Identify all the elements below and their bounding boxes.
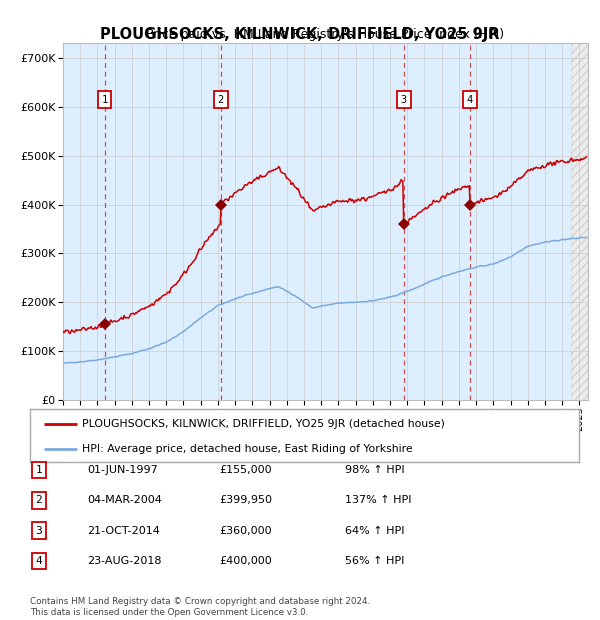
Text: 4: 4 [467,95,473,105]
Text: £399,950: £399,950 [219,495,272,505]
Text: 23-AUG-2018: 23-AUG-2018 [87,556,161,566]
Text: 98% ↑ HPI: 98% ↑ HPI [345,465,404,475]
Bar [63,43,104,400]
Text: HPI: Average price, detached house, East Riding of Yorkshire: HPI: Average price, detached house, East… [82,444,413,454]
Text: 64% ↑ HPI: 64% ↑ HPI [345,526,404,536]
Title: Price paid vs. HM Land Registry's House Price Index (HPI): Price paid vs. HM Land Registry's House … [146,28,505,41]
Text: 2: 2 [35,495,43,505]
Bar [404,43,470,400]
Text: £400,000: £400,000 [219,556,272,566]
Bar [104,43,221,400]
Text: 56% ↑ HPI: 56% ↑ HPI [345,556,404,566]
Text: £155,000: £155,000 [219,465,272,475]
Text: £360,000: £360,000 [219,526,272,536]
Text: PLOUGHSOCKS, KILNWICK, DRIFFIELD, YO25 9JR: PLOUGHSOCKS, KILNWICK, DRIFFIELD, YO25 9… [100,27,500,42]
Text: PLOUGHSOCKS, KILNWICK, DRIFFIELD, YO25 9JR (detached house): PLOUGHSOCKS, KILNWICK, DRIFFIELD, YO25 9… [82,419,445,429]
Text: 3: 3 [401,95,407,105]
Bar [221,43,404,400]
Text: 4: 4 [35,556,43,566]
Text: 1: 1 [35,465,43,475]
Bar [571,43,588,400]
Text: Contains HM Land Registry data © Crown copyright and database right 2024.
This d: Contains HM Land Registry data © Crown c… [30,598,370,617]
Text: 137% ↑ HPI: 137% ↑ HPI [345,495,412,505]
Text: 1: 1 [101,95,108,105]
Text: 3: 3 [35,526,43,536]
Bar [470,43,571,400]
Text: 21-OCT-2014: 21-OCT-2014 [87,526,160,536]
Text: 01-JUN-1997: 01-JUN-1997 [87,465,158,475]
Text: 2: 2 [218,95,224,105]
Text: 04-MAR-2004: 04-MAR-2004 [87,495,162,505]
